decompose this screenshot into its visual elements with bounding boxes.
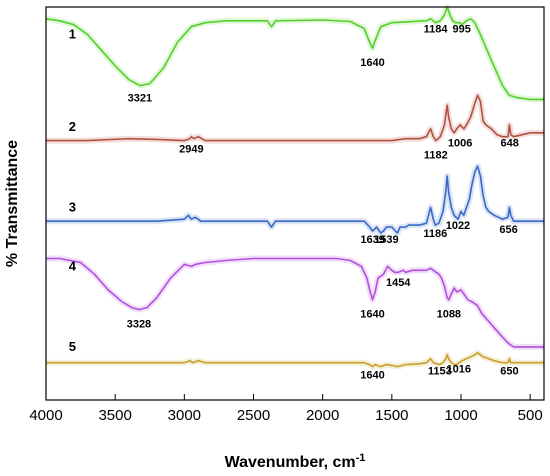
peak-label: 1184 [424,24,449,36]
peak-label: 1640 [360,308,384,320]
series-4-glow [46,255,544,350]
peak-label: 1639 [360,234,384,246]
series-number-label: 3 [69,199,76,214]
peak-label: 1454 [386,277,411,289]
peak-label: 1640 [360,369,384,381]
x-tick-label: 2000 [306,407,339,424]
x-axis-title-text: Wavenumber, cm [225,454,356,471]
x-axis-ticks: 4000 3500 3000 2500 2000 1500 1000 500 [29,394,543,424]
plot-frame [45,6,545,401]
series-number-label: 1 [69,26,76,41]
series-number-label: 2 [69,119,76,134]
x-tick-label: 4000 [29,407,62,424]
series-2-line [46,94,544,142]
peak-label: 650 [500,365,518,377]
y-axis-title: % Transmittance [4,140,21,267]
x-tick-label: 3500 [98,407,131,424]
peak-label: 3328 [127,318,151,330]
series-number-label: 5 [69,339,76,354]
peak-label: 3321 [128,92,152,104]
series-5-line [46,352,544,368]
series-3-line [46,165,544,234]
x-axis-title: Wavenumber, cm-1 [225,452,366,471]
peak-label: 648 [501,138,519,150]
peak-label: 1016 [447,363,471,375]
peak-label: 2949 [179,143,203,155]
x-tick-label: 500 [518,407,543,424]
peak-label: 1153 [428,365,452,377]
peak-label: 1186 [423,228,447,240]
peak-label: 995 [453,24,471,36]
x-tick-label: 1000 [444,407,477,424]
peak-label: 1640 [360,57,384,69]
peak-label: 1022 [446,220,470,232]
series-4-line [46,257,544,348]
x-tick-label: 2500 [237,407,270,424]
peak-label: 656 [499,224,517,236]
peak-label: 1182 [424,149,448,161]
peak-label: 1539 [374,234,398,246]
series-layer [45,4,544,370]
peak-label: 1006 [448,138,472,150]
series-1-line [45,6,544,101]
x-axis-title-superscript: -1 [356,452,366,464]
peak-label: 1088 [437,308,461,320]
series-number-label: 4 [69,258,77,273]
x-tick-label: 1500 [375,407,408,424]
x-tick-label: 3000 [168,407,201,424]
